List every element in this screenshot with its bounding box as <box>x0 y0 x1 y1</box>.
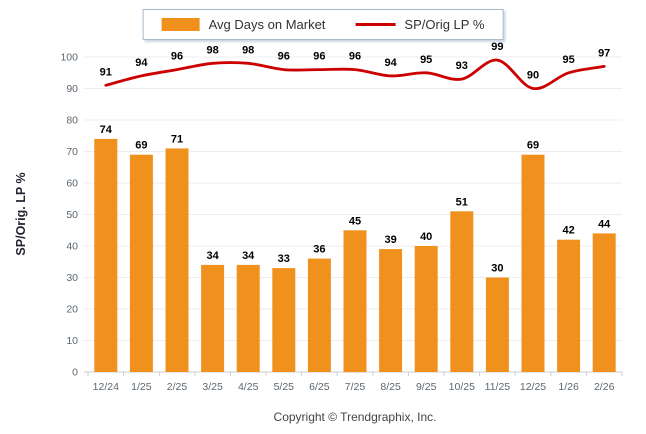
bar-value-label: 42 <box>562 225 574 237</box>
line-value-label: 96 <box>349 51 361 63</box>
line-value-label: 96 <box>313 51 325 63</box>
y-axis-tick-label: 10 <box>66 335 78 347</box>
legend-label-sp-lp: SP/Orig LP % <box>404 17 485 32</box>
x-axis-label: 9/25 <box>416 381 437 393</box>
bar-value-label: 74 <box>100 124 113 136</box>
line-value-label: 96 <box>278 51 290 63</box>
bar-value-label: 71 <box>171 133 183 145</box>
y-axis-tick-label: 30 <box>66 272 78 284</box>
bar-value-label: 30 <box>491 263 503 275</box>
x-axis-label: 6/25 <box>309 381 330 393</box>
bar-value-label: 33 <box>278 253 290 265</box>
bar-value-label: 34 <box>242 250 255 262</box>
bar <box>450 211 474 372</box>
x-axis-label: 1/25 <box>131 381 152 393</box>
bar-value-label: 69 <box>527 140 539 152</box>
line-value-label: 95 <box>420 54 432 66</box>
bar <box>521 154 545 372</box>
line-value-label: 99 <box>491 41 503 53</box>
bar <box>592 233 616 372</box>
x-axis-label: 2/26 <box>594 381 615 393</box>
y-axis-tick-label: 100 <box>60 52 78 64</box>
legend-item-sp-lp: SP/Orig LP % <box>355 17 484 32</box>
bar-value-label: 39 <box>384 234 396 246</box>
line-value-label: 94 <box>384 57 397 69</box>
bar-swatch-icon <box>161 18 200 31</box>
x-axis-label: 4/25 <box>238 381 259 393</box>
line-value-label: 97 <box>598 47 610 59</box>
bar <box>414 246 438 372</box>
x-axis-label: 8/25 <box>380 381 401 393</box>
x-axis-label: 5/25 <box>274 381 295 393</box>
bar <box>557 239 581 372</box>
copyright-text: Copyright © Trendgraphix, Inc. <box>273 410 437 424</box>
y-axis-tick-label: 70 <box>66 146 78 158</box>
legend-label-avg-days: Avg Days on Market <box>208 17 326 32</box>
bar <box>343 230 367 373</box>
bar-value-label: 45 <box>349 215 361 227</box>
chart-legend: Avg Days on Market SP/Orig LP % <box>142 9 504 40</box>
line-value-label: 98 <box>206 44 218 56</box>
y-axis-tick-label: 40 <box>66 241 78 253</box>
legend-item-avg-days: Avg Days on Market <box>161 17 326 32</box>
bar <box>165 148 189 372</box>
bar-value-label: 44 <box>598 218 611 230</box>
x-axis-label: 1/26 <box>558 381 579 393</box>
trend-line <box>104 58 606 90</box>
line-value-label: 90 <box>527 70 539 82</box>
bar-value-label: 36 <box>313 244 325 256</box>
x-axis-label: 11/25 <box>485 381 511 393</box>
line-value-label: 95 <box>562 54 574 66</box>
bar-value-label: 69 <box>135 140 147 152</box>
line-value-label: 91 <box>100 66 112 78</box>
bar <box>129 154 153 372</box>
bar-value-label: 34 <box>206 250 219 262</box>
y-axis-tick-label: 80 <box>66 115 78 127</box>
x-axis-label: 7/25 <box>345 381 366 393</box>
y-axis-tick-label: 0 <box>72 367 78 379</box>
line-value-label: 96 <box>171 51 183 63</box>
bar-value-label: 51 <box>456 196 468 208</box>
y-axis-tick-label: 60 <box>66 178 78 190</box>
x-axis-label: 3/25 <box>202 381 223 393</box>
bar <box>94 138 118 372</box>
y-axis-tick-label: 50 <box>66 209 78 221</box>
y-axis-tick-label: 20 <box>66 304 78 316</box>
bar <box>236 264 260 372</box>
bar <box>379 249 403 372</box>
bar <box>307 258 331 372</box>
line-swatch-icon <box>355 23 396 26</box>
bar-value-label: 40 <box>420 231 432 243</box>
x-axis-label: 10/25 <box>449 381 475 393</box>
x-axis-label: 12/25 <box>520 381 546 393</box>
bar <box>272 268 296 372</box>
x-axis-label: 12/24 <box>93 381 119 393</box>
y-axis-title: SP/Orig. LP % <box>14 172 28 256</box>
bar <box>485 277 509 372</box>
x-axis-label: 2/25 <box>167 381 188 393</box>
bar <box>201 264 225 372</box>
line-value-label: 94 <box>135 57 148 69</box>
line-value-label: 98 <box>242 44 254 56</box>
line-value-label: 93 <box>456 60 468 72</box>
y-axis-tick-label: 90 <box>66 83 78 95</box>
